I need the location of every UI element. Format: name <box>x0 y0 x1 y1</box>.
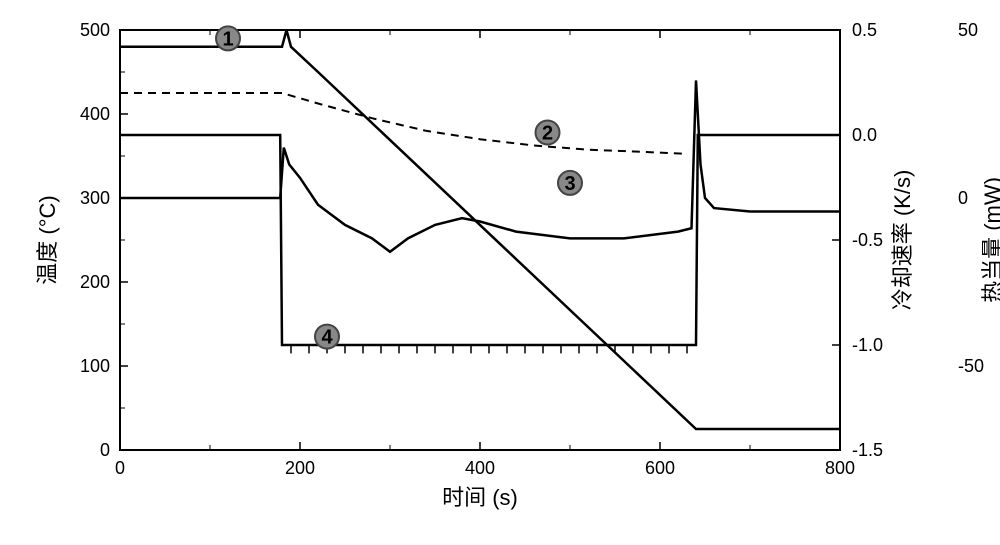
chart-svg: 0200400600800时间 (s)0100200300400500温度 (°… <box>0 0 1000 545</box>
marker-4: 4 <box>315 325 339 349</box>
x-tick-label: 600 <box>645 458 675 478</box>
series-step <box>120 135 840 345</box>
yl-tick-label: 300 <box>80 188 110 208</box>
yr1-tick-label: -1.0 <box>852 335 883 355</box>
series-dashed <box>120 93 687 154</box>
y-right1-label: 冷却速率 (K/s) <box>890 170 915 311</box>
marker-1: 1 <box>216 26 240 50</box>
x-tick-label: 200 <box>285 458 315 478</box>
yr2-tick-label: 0 <box>958 188 968 208</box>
yr1-tick-label: -0.5 <box>852 230 883 250</box>
svg-text:2: 2 <box>542 122 553 144</box>
yr1-tick-label: 0.5 <box>852 20 877 40</box>
x-tick-label: 800 <box>825 458 855 478</box>
chart-container: 0200400600800时间 (s)0100200300400500温度 (°… <box>0 0 1000 545</box>
yr2-tick-label: -50 <box>958 356 984 376</box>
x-tick-label: 0 <box>115 458 125 478</box>
y-left-label: 温度 (°C) <box>35 195 60 284</box>
svg-text:3: 3 <box>564 173 575 195</box>
yl-tick-label: 100 <box>80 356 110 376</box>
marker-3: 3 <box>558 171 582 195</box>
x-tick-label: 400 <box>465 458 495 478</box>
y-right2-label: 热当量 (mW) <box>980 177 1000 303</box>
plot-area <box>120 30 840 429</box>
yr1-tick-label: 0.0 <box>852 125 877 145</box>
plot-border <box>120 30 840 450</box>
svg-text:1: 1 <box>222 28 233 50</box>
marker-2: 2 <box>536 120 560 144</box>
yl-tick-label: 200 <box>80 272 110 292</box>
yr2-tick-label: 50 <box>958 20 978 40</box>
yl-tick-label: 400 <box>80 104 110 124</box>
svg-text:4: 4 <box>321 327 333 349</box>
yl-tick-label: 500 <box>80 20 110 40</box>
yr1-tick-label: -1.5 <box>852 440 883 460</box>
yl-tick-label: 0 <box>100 440 110 460</box>
x-axis-label: 时间 (s) <box>442 485 518 510</box>
series-temperature <box>120 30 840 429</box>
